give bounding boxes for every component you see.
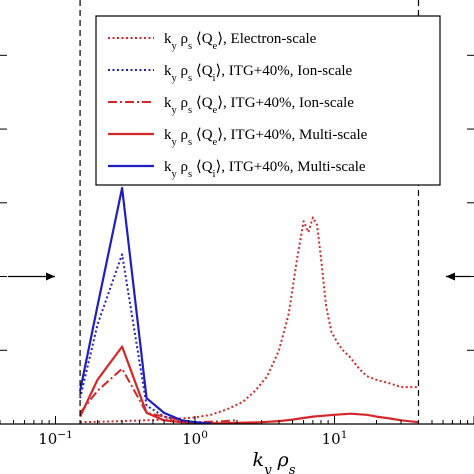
legend-label-0: ky ρs ⟨Qe⟩, Electron-scale xyxy=(164,31,317,52)
x-tick-label-0: 10−1 xyxy=(38,429,73,448)
series-line-4 xyxy=(79,186,211,424)
legend-box xyxy=(95,15,441,186)
arrow-right xyxy=(446,272,470,281)
x-tick-label-1: 100 xyxy=(182,429,208,448)
legend-label-3: ky ρs ⟨Qe⟩, ITG+40%, Multi-scale xyxy=(164,127,368,148)
series-line-0 xyxy=(80,216,419,424)
legend-label-1: ky ρs ⟨Qi⟩, ITG+40%, Ion-scale xyxy=(164,63,353,84)
legend-label-2: ky ρs ⟨Qe⟩, ITG+40%, Ion-scale xyxy=(164,95,354,116)
series-line-2 xyxy=(79,367,238,424)
series-line-3 xyxy=(79,345,419,424)
arrow-left xyxy=(8,272,55,281)
x-tick-label-2: 101 xyxy=(322,429,348,448)
legend-label-4: ky ρs ⟨Qi⟩, ITG+40%, Multi-scale xyxy=(164,159,366,180)
x-axis-label: ky ρs xyxy=(252,449,295,474)
